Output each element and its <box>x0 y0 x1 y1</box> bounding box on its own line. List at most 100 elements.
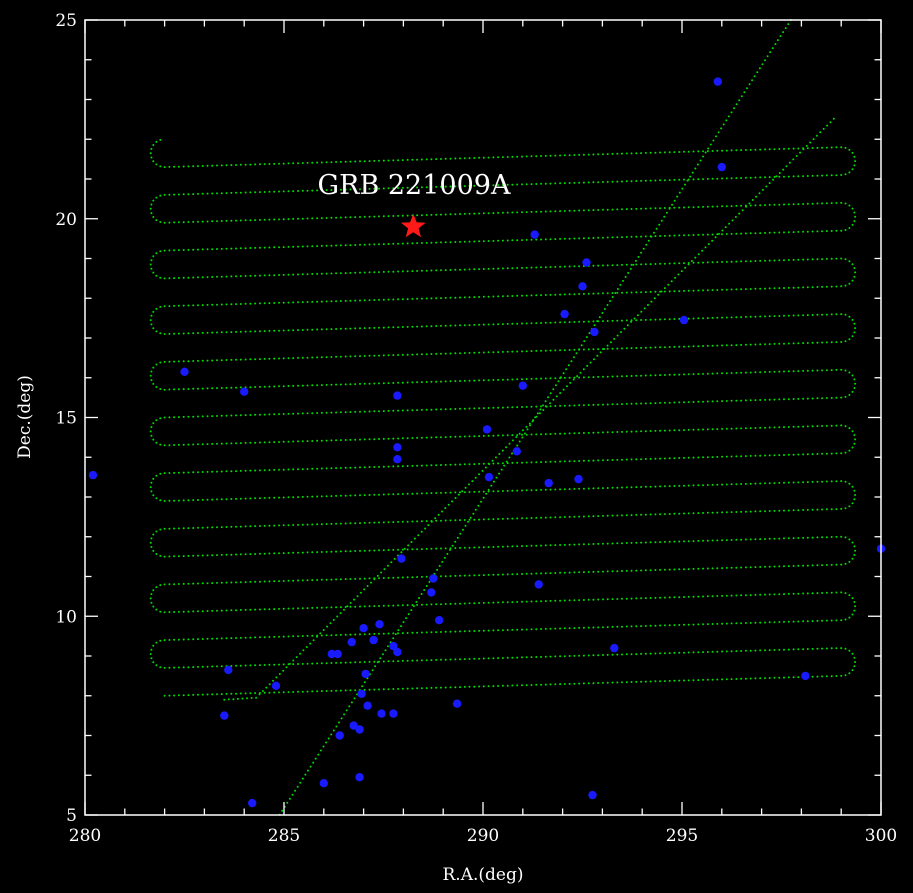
scan-dot <box>454 380 457 383</box>
scan-dot <box>159 639 162 642</box>
scan-dot <box>403 547 406 550</box>
scan-dot <box>155 608 158 611</box>
scan-dot <box>339 550 342 553</box>
scan-dot <box>392 576 395 579</box>
scan-dot <box>344 466 347 469</box>
scan-dot <box>725 316 728 319</box>
scan-dot <box>225 442 228 445</box>
scan-dot <box>759 482 762 485</box>
scan-dot <box>663 287 666 290</box>
scan-dot <box>851 263 854 266</box>
scan-dot <box>773 454 776 457</box>
scan-dot <box>606 304 609 306</box>
source-point <box>452 699 462 708</box>
scan-dot <box>811 314 814 316</box>
scan-dot <box>297 440 299 443</box>
scan-dot <box>686 179 689 182</box>
scan-dot <box>625 152 628 155</box>
scan-dot <box>345 709 348 712</box>
scan-dot <box>254 580 257 583</box>
source-point <box>369 635 378 645</box>
scan-dot <box>492 462 495 465</box>
scan-dot <box>344 299 347 302</box>
scan-dot <box>192 666 195 669</box>
source-point <box>357 689 366 698</box>
scan-dot <box>773 649 776 651</box>
scan-dot <box>683 178 685 181</box>
scan-dot <box>597 292 600 295</box>
scan-dot <box>359 577 361 580</box>
scan-dot <box>492 546 495 548</box>
scan-dot <box>354 550 357 552</box>
scan-dot <box>258 525 261 527</box>
scan-dot <box>521 322 523 325</box>
scan-dot <box>816 425 819 428</box>
scan-dot <box>516 211 519 214</box>
scan-dot <box>530 405 533 408</box>
scan-dot <box>725 177 728 180</box>
scan-dot <box>511 656 514 659</box>
scan-dot <box>152 199 155 202</box>
scan-dot <box>335 550 338 553</box>
scan-dot <box>616 570 619 573</box>
scan-dot <box>435 158 438 161</box>
scan-dot <box>449 435 452 438</box>
scan-dot <box>478 351 481 354</box>
scan-dot <box>797 286 800 289</box>
scan-dot <box>406 186 409 189</box>
scan-dot <box>216 415 218 417</box>
scan-dot <box>302 649 305 652</box>
scan-dot <box>587 543 590 546</box>
scan-dot <box>503 464 506 467</box>
scan-dot <box>516 434 519 436</box>
scan-dot <box>225 609 228 612</box>
scan-dot <box>258 636 261 639</box>
scan-dot <box>378 382 380 385</box>
scan-dot <box>387 645 389 648</box>
scan-dot <box>597 682 600 684</box>
scan-dot <box>316 579 319 581</box>
scan-dot <box>778 565 781 568</box>
scan-dot <box>523 432 526 435</box>
scan-dot <box>435 519 438 522</box>
x-tick-label: 280 <box>69 826 101 846</box>
scan-dot <box>177 443 180 446</box>
scan-dot <box>235 692 238 695</box>
source-point <box>359 624 368 633</box>
scan-dot <box>787 175 790 178</box>
scan-dot <box>506 267 509 270</box>
scan-dot <box>768 593 771 596</box>
scan-dot <box>339 467 342 469</box>
scan-dot <box>282 329 285 332</box>
scan-dot <box>401 409 404 412</box>
scan-dot <box>201 498 204 501</box>
scan-dot <box>159 165 162 168</box>
scan-dot <box>678 596 681 599</box>
scan-dot <box>821 174 824 177</box>
scan-dot <box>325 690 328 692</box>
scan-dot <box>851 207 854 210</box>
scan-dot <box>378 243 380 246</box>
scan-dot <box>150 537 153 540</box>
scan-dot <box>192 276 195 279</box>
scan-dot <box>525 238 528 241</box>
scan-dot <box>706 567 709 570</box>
scan-dot <box>602 403 604 406</box>
scan-dot <box>764 426 766 429</box>
scan-dot <box>435 631 438 634</box>
scan-dot <box>187 610 190 613</box>
scan-dot <box>516 294 519 297</box>
source-point <box>801 671 810 681</box>
scan-dot <box>444 630 447 633</box>
scan-dot <box>532 419 535 422</box>
scan-dot <box>632 263 635 266</box>
scan-dot <box>220 637 223 640</box>
scan-dot <box>353 598 356 601</box>
scan-dot <box>459 185 461 188</box>
scan-dot <box>411 297 414 300</box>
scan-dot <box>721 427 724 430</box>
scan-dot <box>630 320 633 323</box>
scan-dot <box>467 520 470 523</box>
scan-dot <box>582 292 585 295</box>
scan-dot <box>835 202 838 204</box>
